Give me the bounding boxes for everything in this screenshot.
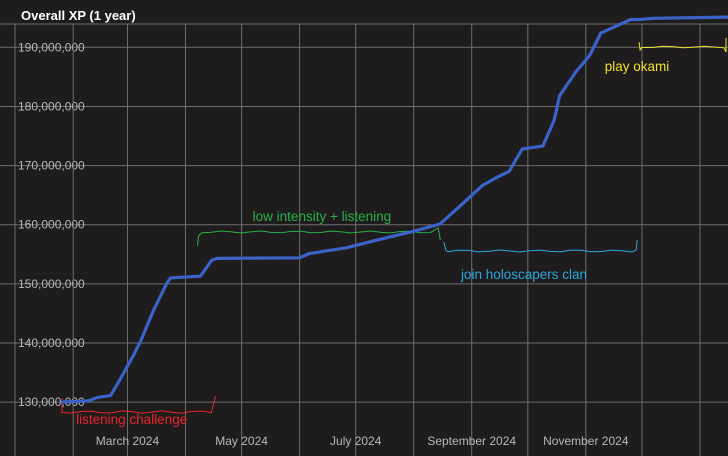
x-tick-label: November 2024 (543, 434, 629, 448)
data-point (109, 394, 112, 397)
data-point (152, 309, 155, 311)
data-point (558, 94, 561, 97)
series-line (60, 15, 728, 404)
data-point (566, 83, 568, 86)
data-point (575, 70, 578, 72)
data-point (169, 277, 172, 279)
data-point (521, 148, 524, 150)
annotation-label: low intensity + listening (253, 209, 391, 224)
x-tick-label: July 2024 (330, 434, 382, 448)
y-tick-label: 170,000,000 (18, 159, 85, 173)
annotation-bracket (61, 395, 216, 414)
data-point (326, 249, 329, 252)
x-tick-label: March 2024 (96, 434, 160, 448)
data-point (541, 145, 544, 147)
y-tick-label: 140,000,000 (18, 336, 85, 350)
y-tick-label: 160,000,000 (18, 218, 85, 232)
data-point (508, 170, 510, 173)
data-point (599, 32, 602, 34)
data-point (139, 340, 142, 343)
data-point (61, 401, 63, 403)
annotation-bracket (197, 227, 441, 247)
data-point (412, 230, 415, 233)
annotation-bracket (443, 239, 638, 253)
data-point (461, 203, 464, 205)
data-point (629, 18, 632, 21)
y-tick-label: 130,000,000 (18, 395, 85, 409)
annotation-label: join holoscapers clan (460, 267, 587, 282)
y-tick-label: 190,000,000 (18, 40, 85, 54)
x-tick-label: September 2024 (427, 434, 516, 448)
annotation-bracket (638, 38, 727, 53)
y-tick-label: 150,000,000 (18, 277, 85, 291)
chart-title: Overall XP (1 year) (21, 8, 136, 23)
data-point (308, 252, 310, 255)
data-point (482, 184, 484, 186)
data-point (210, 259, 213, 261)
data-point (588, 54, 591, 57)
data-point (373, 239, 376, 242)
annotation-label: listening challenge (76, 412, 187, 427)
y-tick-label: 180,000,000 (18, 99, 85, 113)
x-tick-label: May 2024 (215, 434, 268, 448)
data-point (439, 223, 441, 225)
data-point (298, 257, 301, 259)
data-point (132, 355, 134, 357)
data-point (639, 18, 641, 21)
data-point (119, 378, 121, 381)
data-point (345, 246, 348, 249)
data-point (199, 275, 202, 277)
data-point (87, 400, 89, 402)
data-point (553, 119, 555, 122)
data-point (652, 17, 654, 20)
data-point (216, 257, 219, 260)
data-point (165, 282, 168, 285)
data-point (497, 176, 499, 178)
annotation-label: play okami (605, 59, 670, 74)
data-point (96, 396, 99, 399)
